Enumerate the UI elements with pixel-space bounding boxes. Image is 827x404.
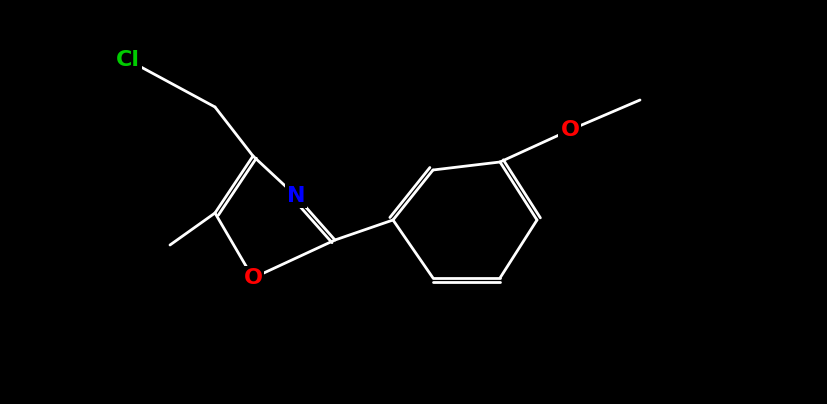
Text: O: O <box>560 120 579 140</box>
Text: N: N <box>286 186 305 206</box>
Text: Cl: Cl <box>116 50 140 70</box>
Text: O: O <box>243 268 262 288</box>
